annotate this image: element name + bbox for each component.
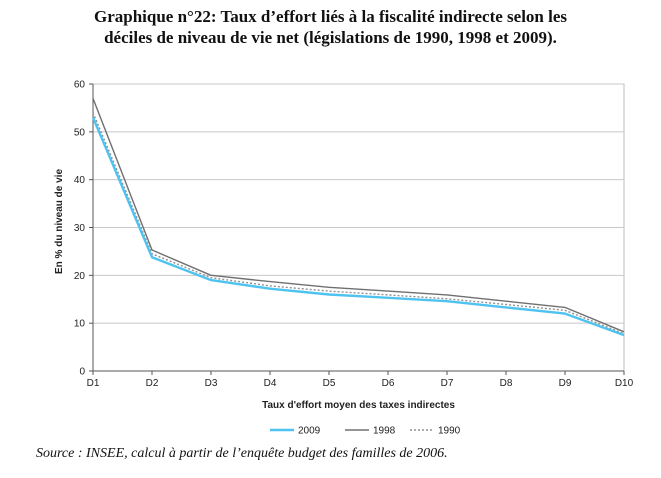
label-layer: 0 10 20 30 40 50 60 D1 D2 D3 D4 D5 D6 D7 D8 D9 D10 Taux d…: [54, 80, 634, 412]
legend-label-1990: 1990: [438, 426, 461, 437]
y-tick-label: 0: [79, 367, 85, 378]
x-tick-label: D5: [323, 378, 336, 389]
x-tick-label: D3: [205, 378, 218, 389]
series-line-1990: [92, 112, 625, 335]
x-tick-label: D8: [500, 378, 513, 389]
chart-title: Graphique n°22: Taux d’effort liés à la …: [0, 6, 661, 48]
x-tick-label: D1: [87, 378, 100, 389]
x-axis-title: Taux d'effort moyen des taxes indirectes: [262, 400, 455, 411]
series-line-1998: [92, 98, 625, 333]
y-tick-label: 50: [74, 127, 86, 138]
title-line-2: déciles de niveau de vie net (législatio…: [104, 28, 557, 47]
y-tick-label: 30: [74, 223, 86, 234]
legend: 2009 1998 1990: [270, 426, 461, 437]
axis-layer: [89, 83, 625, 375]
x-tick-label: D10: [615, 378, 634, 389]
legend-label-1998: 1998: [373, 426, 396, 437]
grid-layer: [92, 83, 625, 372]
y-tick-label: 60: [74, 80, 86, 91]
x-tick-label: D9: [559, 378, 572, 389]
y-tick-label: 20: [74, 271, 86, 282]
series-line-2009: [91, 117, 625, 337]
x-tick-label: D2: [146, 378, 159, 389]
legend-label-2009: 2009: [298, 426, 321, 437]
source-note: Source : INSEE, calcul à partir de l’enq…: [36, 446, 448, 461]
y-tick-label: 40: [74, 175, 86, 186]
y-tick-label: 10: [74, 319, 86, 330]
title-line-1: Graphique n°22: Taux d’effort liés à la …: [93, 7, 568, 26]
x-tick-label: D4: [264, 378, 277, 389]
x-tick-label: D7: [441, 378, 454, 389]
x-tick-label: D6: [382, 378, 395, 389]
series-layer: [91, 98, 625, 337]
y-axis-title: En % du niveau de vie: [54, 169, 65, 274]
